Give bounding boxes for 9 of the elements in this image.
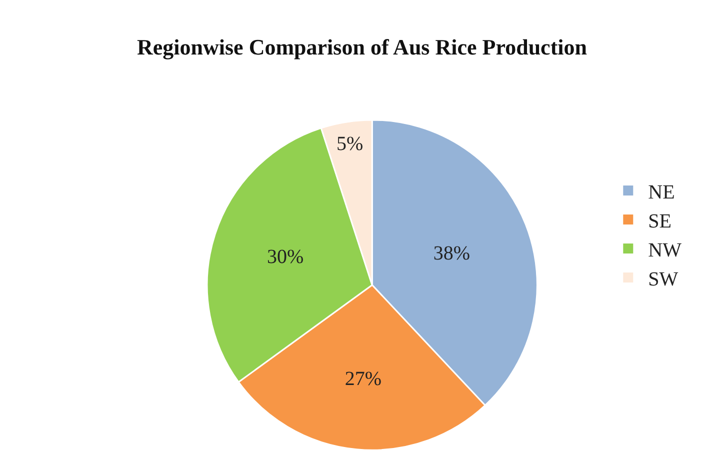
- data-label: 5%: [336, 133, 364, 156]
- data-label: 27%: [344, 368, 382, 390]
- legend-label: SW: [648, 268, 678, 290]
- data-label: 38%: [433, 242, 470, 265]
- legend-label: NW: [648, 239, 682, 262]
- data-label: 30%: [267, 246, 304, 268]
- legend-label: SE: [648, 210, 672, 232]
- legend-label: NE: [648, 181, 675, 204]
- chart-title: Regionwise Comparison of Aus Rice Production: [137, 34, 587, 60]
